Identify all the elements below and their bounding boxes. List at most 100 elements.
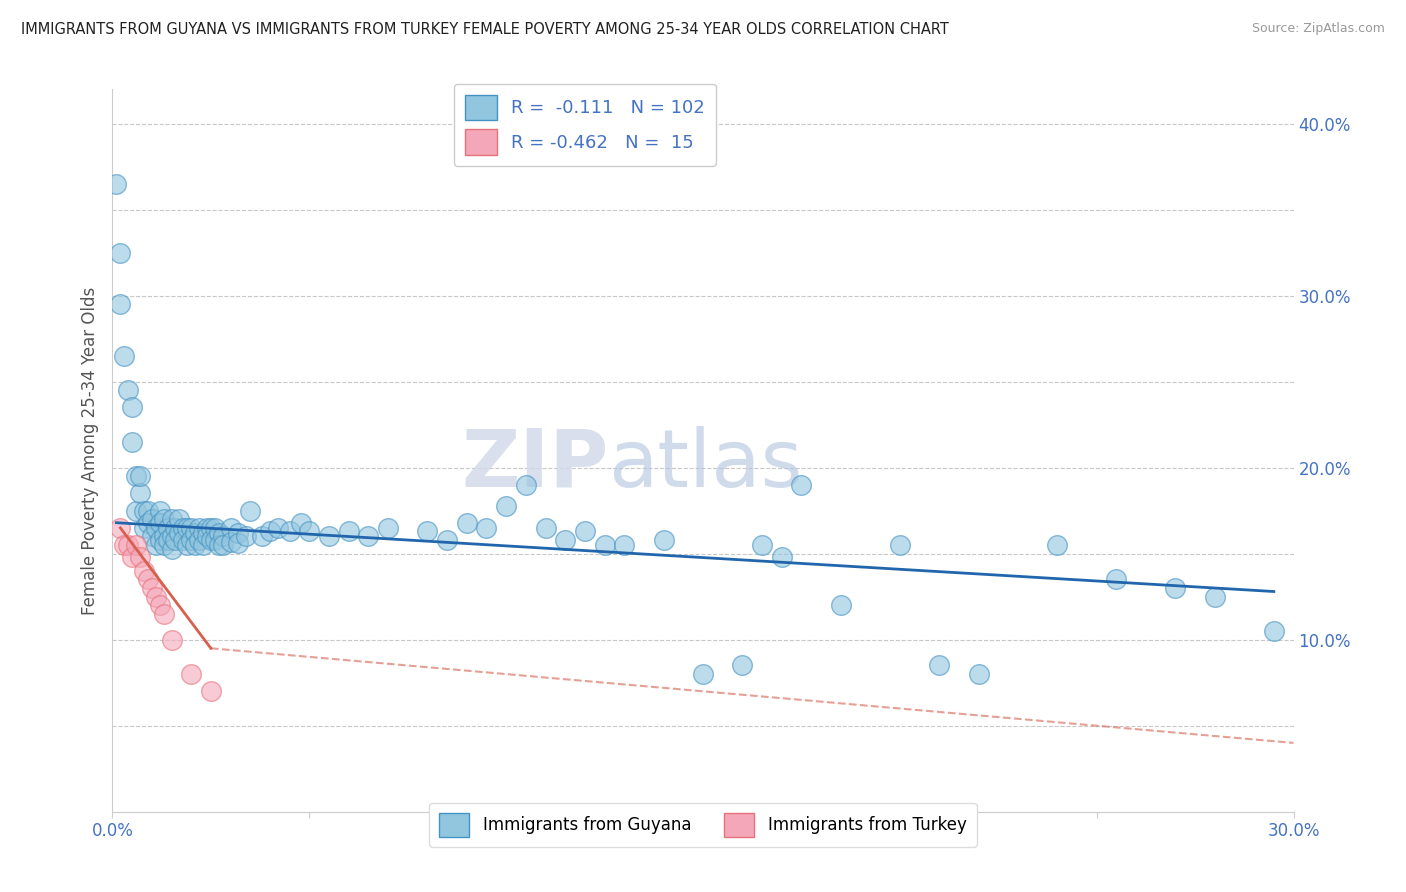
Point [239,503,262,517]
Point [357,529,380,543]
Point [136,503,159,517]
Point [141,512,163,526]
Point [149,516,172,530]
Point [110,245,132,260]
Point [228,526,250,541]
Point [259,524,281,539]
Point [152,538,174,552]
Point [152,512,174,526]
Point [456,516,478,530]
Point [121,434,143,449]
Point [731,658,754,673]
Point [416,524,439,539]
Point [112,538,135,552]
Point [751,538,773,552]
Point [121,401,143,415]
Point [1204,590,1226,604]
Point [208,538,231,552]
Point [184,538,207,552]
Point [132,503,155,517]
Point [204,521,226,535]
Point [574,524,596,539]
Point [176,538,198,552]
Point [515,478,537,492]
Point [188,521,211,535]
Point [377,521,399,535]
Point [211,529,233,543]
Point [267,521,290,535]
Y-axis label: Female Poverty Among 25-34 Year Olds: Female Poverty Among 25-34 Year Olds [80,286,98,615]
Text: atlas: atlas [609,425,803,504]
Point [211,538,233,552]
Point [145,538,167,552]
Point [180,533,202,547]
Point [195,521,218,535]
Point [165,533,187,547]
Point [298,524,321,539]
Point [160,541,183,556]
Point [495,499,517,513]
Point [191,538,214,552]
Point [1105,573,1128,587]
Point [278,524,301,539]
Point [145,521,167,535]
Point [1046,538,1069,552]
Point [200,684,222,698]
Point [208,526,231,541]
Point [184,526,207,541]
Point [204,533,226,547]
Point [169,526,191,541]
Point [125,538,148,552]
Point [235,529,257,543]
Point [132,521,155,535]
Point [176,521,198,535]
Point [141,581,163,595]
Point [129,550,152,565]
Point [165,521,187,535]
Point [188,533,211,547]
Point [613,538,636,552]
Point [593,538,616,552]
Point [156,533,179,547]
Point [200,521,222,535]
Point [125,503,148,517]
Point [200,533,222,547]
Point [652,533,675,547]
Point [152,529,174,543]
Point [169,512,191,526]
Point [160,529,183,543]
Point [534,521,557,535]
Text: Source: ZipAtlas.com: Source: ZipAtlas.com [1251,22,1385,36]
Point [219,534,242,549]
Point [132,564,155,578]
Point [790,478,813,492]
Legend: Immigrants from Guyana, Immigrants from Turkey: Immigrants from Guyana, Immigrants from … [429,803,977,847]
Point [1263,624,1285,639]
Point [152,607,174,621]
Point [250,529,273,543]
Point [149,599,172,613]
Point [180,521,202,535]
Point [830,599,852,613]
Point [228,536,250,550]
Point [156,521,179,535]
Point [110,521,132,535]
Point [191,526,214,541]
Point [554,533,576,547]
Point [1164,581,1187,595]
Text: IMMIGRANTS FROM GUYANA VS IMMIGRANTS FROM TURKEY FEMALE POVERTY AMONG 25-34 YEAR: IMMIGRANTS FROM GUYANA VS IMMIGRANTS FRO… [21,22,949,37]
Point [337,524,360,539]
Point [160,632,183,647]
Point [692,667,714,681]
Point [121,550,143,565]
Point [318,529,340,543]
Point [141,529,163,543]
Text: ZIP: ZIP [461,425,609,504]
Point [180,667,202,681]
Point [172,521,194,535]
Point [436,533,458,547]
Point [125,469,148,483]
Point [967,667,990,681]
Point [889,538,911,552]
Point [475,521,498,535]
